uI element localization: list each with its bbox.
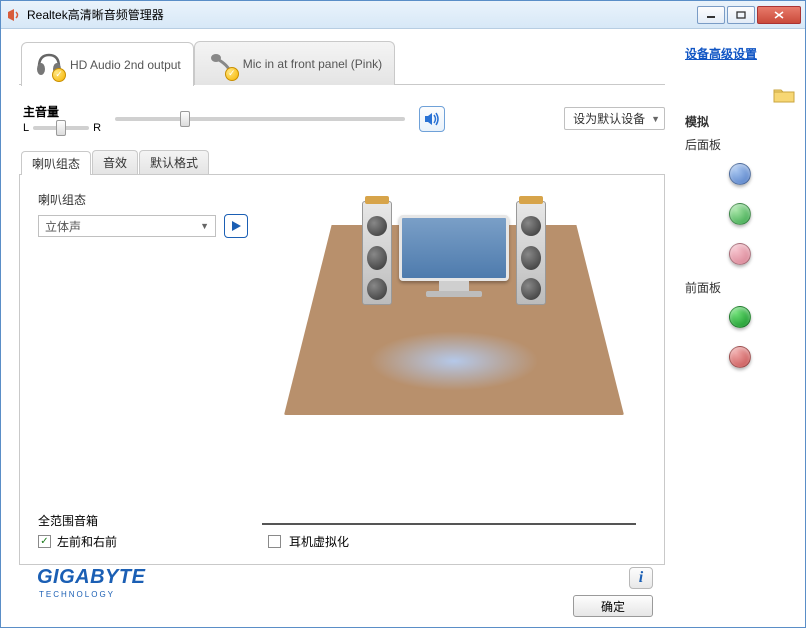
speaker-config-value: 立体声 [45, 218, 81, 235]
device-tab-label: HD Audio 2nd output [70, 58, 181, 72]
full-range-front-checkbox[interactable]: ✓ [38, 535, 51, 548]
tab-speaker-config[interactable]: 喇叭组态 [21, 151, 91, 175]
speaker-front-left[interactable] [362, 201, 392, 305]
jack-rear-green[interactable] [729, 203, 751, 225]
jack-front-green[interactable] [729, 306, 751, 328]
tab-sound-effect[interactable]: 音效 [92, 150, 138, 174]
speaker-front-right[interactable] [516, 201, 546, 305]
check-badge-icon: ✓ [52, 68, 66, 82]
volume-slider[interactable] [115, 117, 405, 121]
titlebar: Realtek高清晰音频管理器 [1, 1, 805, 29]
monitor-graphic [399, 215, 509, 299]
headphone-virtual-checkbox[interactable] [268, 535, 281, 548]
balance-right-letter: R [93, 122, 101, 134]
minimize-button[interactable] [697, 6, 725, 24]
speaker-stage [284, 191, 624, 431]
device-tab-mic[interactable]: ✓ Mic in at front panel (Pink) [194, 41, 395, 85]
balance-left-letter: L [23, 122, 29, 134]
window-title: Realtek高清晰音频管理器 [27, 6, 697, 23]
brand-subtext: TECHNOLOGY [39, 590, 115, 599]
info-button[interactable]: i [629, 567, 653, 589]
default-device-label: 设为默认设备 [573, 110, 645, 127]
main-panel: ✓ HD Audio 2nd output ✓ Mic in at front … [1, 29, 675, 627]
balance-slider[interactable] [33, 126, 89, 130]
maximize-button[interactable] [727, 6, 755, 24]
folder-icon[interactable] [773, 86, 795, 107]
mute-button[interactable] [419, 106, 445, 132]
divider [262, 523, 636, 525]
advanced-settings-link[interactable]: 设备高级设置 [685, 45, 795, 62]
speaker-config-label: 喇叭组态 [38, 191, 248, 208]
speaker-sound-icon [423, 111, 441, 127]
body-area: ✓ HD Audio 2nd output ✓ Mic in at front … [1, 29, 805, 627]
chevron-down-icon: ▼ [651, 114, 660, 124]
full-range-front-label: 左前和右前 [57, 533, 117, 550]
window-controls [697, 6, 801, 24]
jack-rear-blue[interactable] [729, 163, 751, 185]
mic-icon: ✓ [207, 49, 237, 79]
ok-button[interactable]: 确定 [573, 595, 653, 617]
check-badge-icon: ✓ [225, 67, 239, 81]
jack-front-red[interactable] [729, 346, 751, 368]
tab-default-format[interactable]: 默认格式 [139, 150, 209, 174]
volume-label: 主音量 [23, 103, 101, 120]
rear-jacks [685, 163, 795, 265]
headset-icon: ✓ [34, 50, 64, 80]
jack-rear-pink[interactable] [729, 243, 751, 265]
full-range-group: 全范围音箱 ✓ 左前和右前 [38, 512, 248, 550]
device-tab-label: Mic in at front panel (Pink) [243, 57, 382, 71]
chevron-down-icon: ▼ [200, 221, 209, 231]
side-panel: 设备高级设置 模拟 后面板 前面板 [675, 29, 805, 627]
speaker-config-select[interactable]: 立体声 ▼ [38, 215, 216, 237]
sub-tabs: 喇叭组态 音效 默认格式 [19, 150, 665, 175]
content-box: 喇叭组态 立体声 ▼ 全范围音箱 ✓ [19, 175, 665, 565]
balance-group: 主音量 L R [23, 103, 101, 134]
device-tab-hd-audio[interactable]: ✓ HD Audio 2nd output [21, 42, 194, 86]
play-test-button[interactable] [224, 214, 248, 238]
analog-label: 模拟 [685, 113, 795, 130]
device-tabs: ✓ HD Audio 2nd output ✓ Mic in at front … [19, 41, 665, 85]
front-jacks [685, 306, 795, 368]
full-range-label: 全范围音箱 [38, 512, 248, 529]
footer: GIGABYTE TECHNOLOGY i 确定 [19, 565, 665, 621]
app-icon [5, 7, 21, 23]
right-column: 耳机虚拟化 [262, 191, 646, 550]
default-device-dropdown[interactable]: 设为默认设备 ▼ [564, 107, 665, 130]
rear-panel-label: 后面板 [685, 136, 795, 153]
brand-logo: GIGABYTE [37, 566, 145, 589]
front-panel-label: 前面板 [685, 279, 795, 296]
play-icon [229, 219, 243, 233]
volume-row: 主音量 L R 设为默认设备 ▼ [23, 103, 665, 134]
app-window: Realtek高清晰音频管理器 ✓ HD Audio 2nd output [0, 0, 806, 628]
left-column: 喇叭组态 立体声 ▼ 全范围音箱 ✓ [38, 191, 248, 550]
close-button[interactable] [757, 6, 801, 24]
headphone-virtual-label: 耳机虚拟化 [289, 533, 349, 550]
